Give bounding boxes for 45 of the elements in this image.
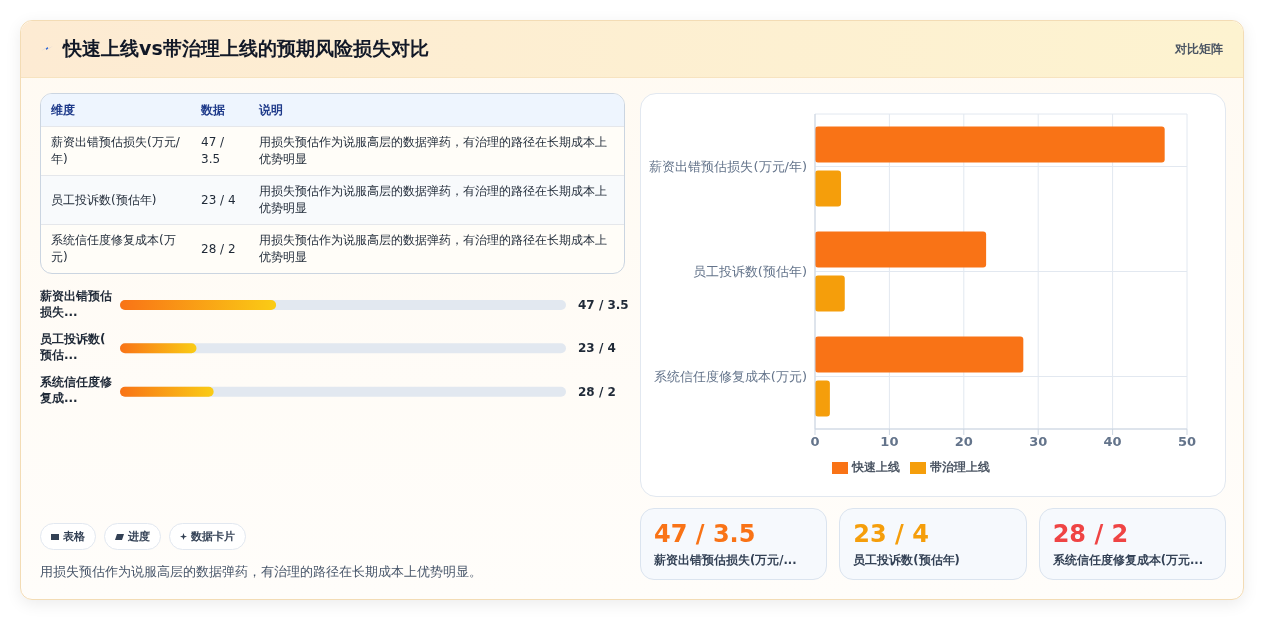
text: 数据: [200, 101, 226, 119]
text: 员工投诉数(预估年): [50, 191, 158, 209]
bar: [815, 231, 987, 268]
text: 47 / 3.5: [654, 519, 757, 549]
y-tick-label: 系统信任度修复成本(万元): [653, 369, 807, 385]
text: 用损失预估作为说服高层的数据弹药，有治理的路径在长期成本上优势明显: [258, 183, 608, 217]
text: 进度: [104, 523, 161, 550]
bar: [815, 336, 1024, 373]
y-tick-label: 薪资出错预估损失(万元/年): [649, 159, 807, 175]
text: 28 / 2: [200, 240, 237, 258]
text: 28 / 2: [1052, 519, 1130, 549]
bar: [815, 126, 1165, 163]
y-tick-label: 员工投诉数(预估年): [692, 264, 807, 280]
bar: [815, 170, 842, 207]
text: 用损失预估作为说服高层的数据弹药，有治理的路径在长期成本上优势明显。: [40, 564, 482, 581]
text: 表格: [40, 523, 96, 550]
text: 数据卡片: [169, 523, 246, 550]
text: 说明: [258, 101, 284, 119]
y-tick-label: 薪资出错预估损失...: [39, 288, 112, 319]
text: 维度: [50, 101, 76, 119]
bar: [815, 380, 830, 417]
text: 47 / 3.5: [578, 298, 629, 312]
text: 对比矩阵: [1175, 40, 1223, 58]
x-tick-label: 0: [810, 434, 820, 450]
text: 47 / 3.5: [200, 134, 226, 168]
legend-label: 快速上线: [852, 460, 900, 474]
bar: [815, 275, 845, 312]
text: 快速上线vs带治理上线的预期风险损失对比: [63, 36, 429, 61]
text: 薪资出错预估损失(万元/...: [654, 553, 798, 568]
text: 系统信任度修复成本(万元...: [1052, 553, 1205, 568]
x-tick-label: 20: [954, 434, 973, 450]
text: 用损失预估作为说服高层的数据弹药，有治理的路径在长期成本上优势明显: [258, 134, 608, 168]
text: 28 / 2: [578, 384, 616, 399]
x-tick-label: 10: [880, 434, 899, 450]
text: 23 / 4: [853, 519, 930, 549]
x-tick-label: 50: [1177, 434, 1197, 450]
y-tick-label: 系统信任度修复成...: [39, 375, 113, 406]
text: 23 / 4: [578, 341, 616, 356]
y-tick-label: 员工投诉数(预估...: [39, 332, 106, 362]
text: 员工投诉数(预估年): [853, 553, 961, 568]
x-tick-label: 30: [1029, 434, 1048, 450]
legend-label: 带治理上线: [930, 460, 990, 474]
x-tick-label: 40: [1103, 434, 1122, 450]
text: 用损失预估作为说服高层的数据弹药，有治理的路径在长期成本上优势明显: [258, 232, 608, 266]
text: 23 / 4: [200, 191, 237, 209]
